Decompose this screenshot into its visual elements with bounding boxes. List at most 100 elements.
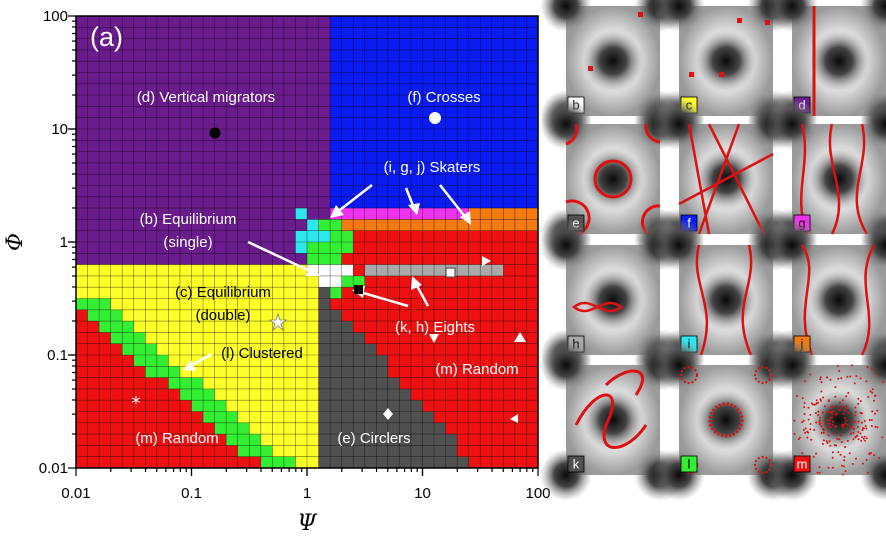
region-cell-random [457, 309, 469, 322]
region-cell-vertical [168, 151, 181, 164]
region-cell-clustered [330, 287, 342, 299]
region-cell-skaters-orange [422, 219, 435, 231]
region-cell-vertical [99, 117, 111, 130]
region-cell-equilibrium-double [260, 388, 273, 401]
region-cell-equilibrium-double [295, 422, 308, 435]
region-cell-equilibrium-double [272, 355, 285, 367]
region-cell-vertical [122, 196, 135, 209]
region-cell-equilibrium-double [214, 366, 227, 378]
region-cell-circlers [318, 332, 331, 344]
region-cell-crosses [341, 129, 354, 141]
region-cell-vertical [168, 83, 181, 96]
region-cell-vertical [283, 27, 296, 39]
region-cell-vertical [203, 230, 215, 243]
region-cell-crosses [457, 27, 469, 39]
region-cell-random [376, 287, 389, 299]
region-cell-vertical [260, 208, 273, 220]
region-cell-equilibrium-double [283, 434, 296, 446]
region-cell-vertical [226, 242, 238, 254]
region-cell-equilibrium-double [214, 377, 227, 390]
marker-asterisk: * [132, 393, 141, 414]
region-cell-vertical [191, 117, 204, 130]
region-cell-crosses [341, 72, 354, 85]
region-cell-random [156, 456, 169, 468]
region-cell-vertical [168, 27, 181, 39]
region-cell-circlers [399, 422, 412, 435]
region-cell-circlers [364, 355, 377, 367]
region-cell-random [110, 411, 123, 424]
region-cell-clustered [87, 298, 100, 311]
region-cell-equilibrium-double [191, 275, 204, 288]
region-cell-equilibrium-double [145, 275, 158, 288]
region-cell-crosses [376, 83, 389, 96]
region-cell-equilibrium-double [191, 287, 204, 299]
panel-tag-label: m [797, 457, 808, 472]
region-cell-vertical [168, 174, 181, 186]
region-cell-vertical [145, 49, 158, 62]
region-cell-vertical [122, 230, 135, 243]
region-cell-random [110, 343, 123, 356]
region-cell-equilibrium-double [156, 332, 169, 344]
region-cell-equilibrium-double [260, 411, 273, 424]
panel-tag-label: k [573, 457, 580, 472]
region-cell-equilibrium-double [283, 287, 296, 299]
region-cell-random [179, 400, 192, 412]
region-cell-random [387, 230, 400, 243]
region-cell-random [503, 264, 516, 277]
region-cell-crosses [457, 162, 469, 175]
region-cell-vertical [76, 83, 88, 96]
region-cell-clustered [168, 366, 181, 378]
region-cell-crosses [526, 174, 538, 186]
region-cell-crosses [353, 16, 366, 28]
region-cell-crosses [480, 117, 493, 130]
region-cell-vertical [226, 151, 238, 164]
region-cell-skaters-orange [514, 219, 527, 231]
region-cell-vertical [249, 106, 262, 118]
region-cell-vertical [283, 83, 296, 96]
region-cell-random [387, 275, 400, 288]
region-cell-vertical [87, 83, 100, 96]
region-cell-random [410, 321, 423, 333]
region-cell-vertical [156, 242, 169, 254]
region-cell-vertical [133, 185, 146, 198]
region-cell-random [87, 411, 100, 424]
region-cell-equilibrium-double [249, 388, 262, 401]
region-cell-crosses [480, 72, 493, 85]
region-cell-vertical [145, 242, 158, 254]
region-cell-vertical [156, 208, 169, 220]
region-cell-random [491, 456, 504, 468]
region-cell-vertical [226, 117, 238, 130]
region-cell-circlers [376, 400, 389, 412]
region-cell-crosses [330, 38, 342, 51]
region-cell-crosses [434, 162, 446, 175]
region-cell-vertical [203, 140, 215, 152]
region-cell-equilibrium-double [307, 377, 319, 390]
region-cell-circlers [341, 321, 354, 333]
region-cell-vertical [203, 27, 215, 39]
region-cell-vertical [260, 38, 273, 51]
region-cell-circlers [330, 366, 342, 378]
region-cell-vertical [179, 151, 192, 164]
region-cell-random [87, 377, 100, 390]
region-cell-crosses [341, 106, 354, 118]
region-cell-crosses [514, 49, 527, 62]
region-cell-crosses [468, 140, 481, 152]
region-cell-equilibrium-double [214, 388, 227, 401]
region-cell-crosses [434, 95, 446, 107]
region-cell-skaters-magenta [364, 208, 377, 220]
region-cell-equilibrium-double [249, 287, 262, 299]
region-cell-vertical [203, 219, 215, 231]
region-cell-circlers [364, 422, 377, 435]
region-cell-equilibrium-double [156, 321, 169, 333]
region-cell-vertical [260, 83, 273, 96]
region-cell-crosses [399, 106, 412, 118]
region-cell-random [468, 366, 481, 378]
region-cell-random [457, 332, 469, 344]
region-cell-crosses [376, 106, 389, 118]
region-cell-random [491, 287, 504, 299]
region-cell-vertical [283, 162, 296, 175]
region-cell-random [480, 411, 493, 424]
region-cell-vertical [260, 140, 273, 152]
region-cell-equilibrium-double [145, 287, 158, 299]
region-cell-equilibrium-double [168, 355, 181, 367]
